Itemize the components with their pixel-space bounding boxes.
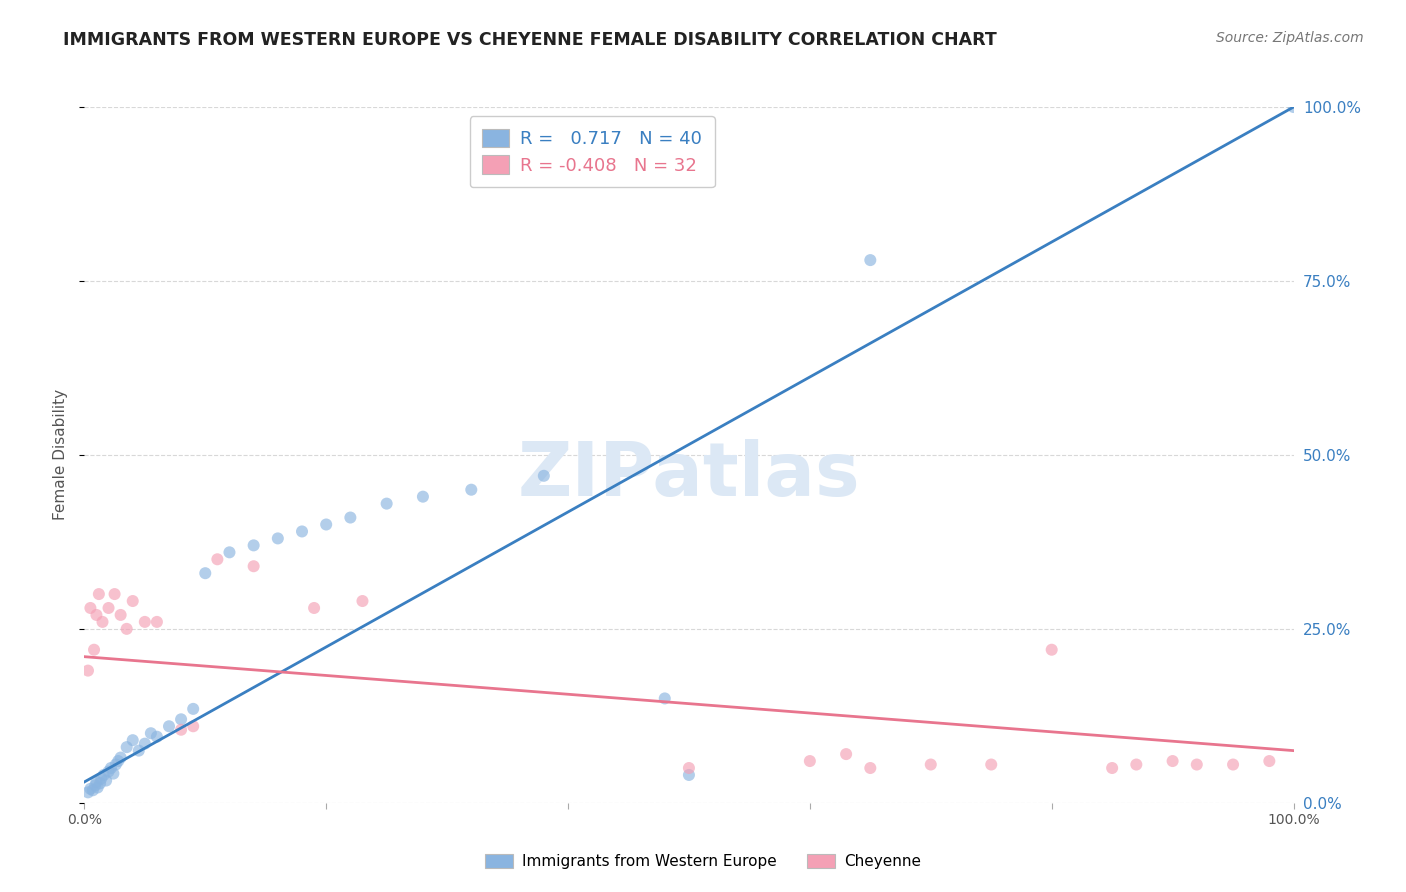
Point [1185,757,1208,772]
Point [242,559,264,574]
Point [218,545,240,559]
Point [170,723,193,737]
Point [86,607,108,622]
Point [121,733,143,747]
Point [352,594,374,608]
Point [1258,754,1281,768]
Point [291,524,314,539]
Point [89,776,111,790]
Point [1161,754,1184,768]
Point [533,468,555,483]
Text: Source: ZipAtlas.com: Source: ZipAtlas.com [1216,31,1364,45]
Point [115,622,138,636]
Point [79,781,101,796]
Point [110,750,132,764]
Point [103,766,125,780]
Legend: R =   0.717   N = 40, R = -0.408   N = 32: R = 0.717 N = 40, R = -0.408 N = 32 [470,116,714,187]
Point [93,768,115,782]
Point [115,740,138,755]
Point [654,691,676,706]
Point [1040,642,1063,657]
Point [799,754,821,768]
Point [302,601,325,615]
Point [859,761,882,775]
Point [181,702,204,716]
Point [1125,757,1147,772]
Point [678,761,700,775]
Point [86,775,108,789]
Point [460,483,482,497]
Point [678,768,700,782]
Point [110,607,132,622]
Point [835,747,858,761]
Point [104,757,127,772]
Point [128,744,150,758]
Point [181,719,204,733]
Point [412,490,434,504]
Point [980,757,1002,772]
Point [207,552,229,566]
Point [146,615,169,629]
Point [104,587,127,601]
Point [86,780,108,795]
Point [859,253,882,268]
Point [267,532,290,546]
Point [315,517,337,532]
Point [242,538,264,552]
Point [82,783,104,797]
Point [157,719,180,733]
Point [100,761,122,775]
Point [1282,100,1305,114]
Point [339,510,361,524]
Point [1101,761,1123,775]
Point [107,754,129,768]
Point [146,730,169,744]
Point [194,566,217,581]
Point [920,757,942,772]
Point [134,737,156,751]
Y-axis label: Female Disability: Female Disability [53,389,69,521]
Point [134,615,156,629]
Legend: Immigrants from Western Europe, Cheyenne: Immigrants from Western Europe, Cheyenne [479,848,927,875]
Point [90,772,112,786]
Text: ZIPatlas: ZIPatlas [517,439,860,512]
Point [84,778,107,792]
Point [1222,757,1244,772]
Point [139,726,162,740]
Point [97,601,120,615]
Point [170,712,193,726]
Point [97,764,120,779]
Point [83,642,105,657]
Point [94,773,117,788]
Point [91,615,114,629]
Point [77,664,100,678]
Text: IMMIGRANTS FROM WESTERN EUROPE VS CHEYENNE FEMALE DISABILITY CORRELATION CHART: IMMIGRANTS FROM WESTERN EUROPE VS CHEYEN… [63,31,997,49]
Point [77,785,100,799]
Point [79,601,101,615]
Point [87,587,110,601]
Point [121,594,143,608]
Point [375,497,398,511]
